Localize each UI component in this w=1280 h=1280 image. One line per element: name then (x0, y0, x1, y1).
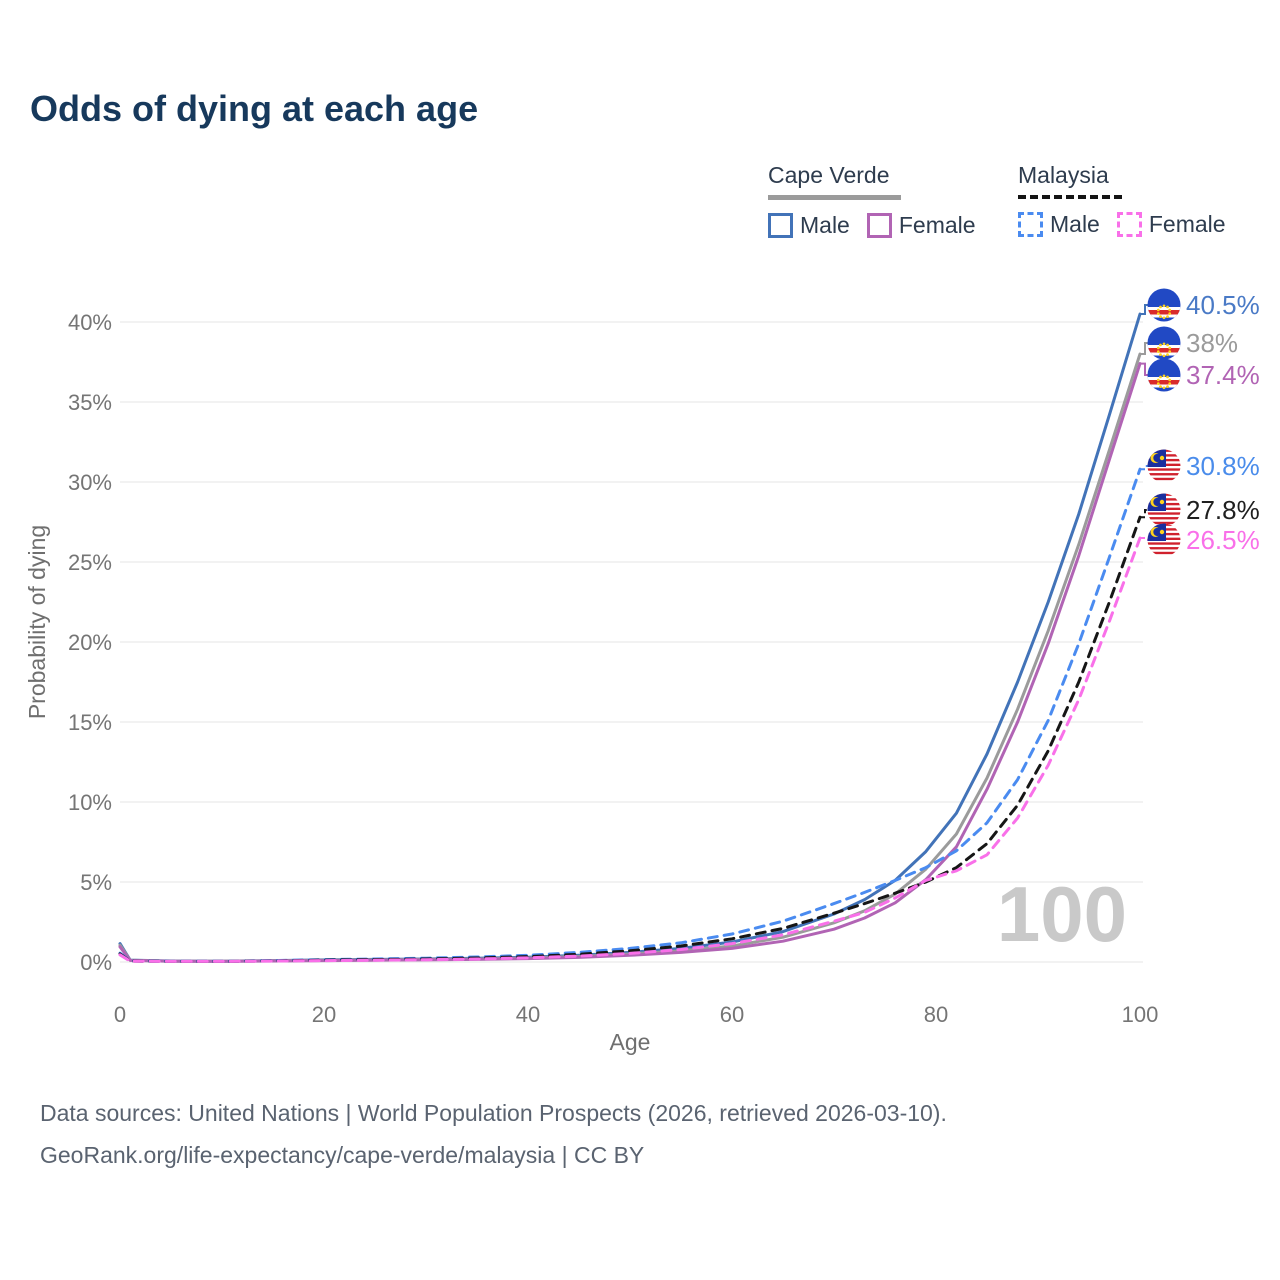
y-tick-label: 20% (68, 630, 112, 655)
malaysia-female-swatch-icon (1116, 212, 1142, 237)
end-value-label-cape-verde-female: 37.4% (1186, 360, 1260, 390)
series-line-malaysia-male (118, 467, 1142, 963)
label-leader-line (1140, 537, 1148, 541)
y-tick-label: 40% (68, 310, 112, 335)
data-sources-text: Data sources: United Nations | World Pop… (40, 1100, 947, 1126)
label-leader-line (1140, 342, 1148, 355)
malaysia-flag-icon (1147, 493, 1181, 527)
series-line-malaysia-both-sexes (118, 515, 1142, 963)
y-tick-label: 0% (80, 950, 112, 975)
attribution-text: GeoRank.org/life-expectancy/cape-verde/m… (40, 1142, 645, 1168)
end-value-label-cape-verde-both-sexes: 38% (1186, 328, 1238, 358)
label-leader-line (1140, 465, 1148, 471)
end-value-label-malaysia-male: 30.8% (1186, 451, 1260, 481)
series-line-cape-verde-both-sexes (118, 352, 1142, 963)
end-value-label-malaysia-both-sexes: 27.8% (1186, 495, 1260, 525)
x-tick-label: 0 (114, 1002, 126, 1027)
x-axis-title: Age (610, 1029, 651, 1055)
malaysia-male-swatch-icon (1018, 212, 1043, 237)
y-tick-label: 35% (68, 390, 112, 415)
legend-items-cape-verde: Male Female (768, 212, 976, 239)
legend-group-cape-verde: Cape Verde Male Female (768, 162, 976, 239)
watermark-age-label: 100 (997, 870, 1127, 958)
legend-group-title-malaysia: Malaysia (1018, 162, 1109, 188)
legend-group-malaysia: Malaysia Male Female (1018, 162, 1226, 238)
legend-items-malaysia: Male Female (1018, 211, 1226, 238)
y-tick-label: 30% (68, 470, 112, 495)
y-tick-label: 5% (80, 870, 112, 895)
legend-item-cape-verde-male: Male (768, 212, 850, 239)
legend-item-malaysia-male: Male (1018, 211, 1100, 238)
series-line-cape-verde-female (118, 362, 1142, 963)
cape-verde-female-swatch-icon (866, 213, 892, 238)
y-axis-title: Probability of dying (24, 525, 50, 719)
malaysia-linestyle-swatch (1018, 195, 1122, 199)
x-tick-label: 100 (1122, 1002, 1159, 1027)
x-tick-label: 80 (924, 1002, 948, 1027)
legend-item-label: Male (800, 212, 850, 238)
cape-verde-linestyle-swatch (768, 195, 901, 200)
malaysia-flag-icon (1147, 449, 1181, 483)
legend-item-cape-verde-female: Female (866, 212, 976, 239)
series-line-malaysia-female (118, 536, 1142, 963)
y-tick-label: 15% (68, 710, 112, 735)
cape-verde-flag-icon (1147, 358, 1181, 392)
malaysia-flag-icon (1147, 523, 1181, 557)
cape-verde-flag-icon (1147, 326, 1181, 360)
y-tick-label: 10% (68, 790, 112, 815)
y-tick-label: 25% (68, 550, 112, 575)
x-tick-label: 40 (516, 1002, 540, 1027)
legend-item-malaysia-female: Female (1116, 211, 1226, 238)
x-tick-label: 60 (720, 1002, 744, 1027)
end-value-label-malaysia-female: 26.5% (1186, 525, 1260, 555)
legend-item-label: Female (898, 212, 976, 238)
page-title: Odds of dying at each age (30, 88, 479, 129)
label-leader-line (1140, 304, 1148, 315)
label-leader-line (1140, 509, 1148, 519)
x-tick-label: 20 (312, 1002, 336, 1027)
legend-item-label: Male (1050, 211, 1100, 237)
label-leader-line (1140, 362, 1148, 376)
cape-verde-male-swatch-icon (768, 213, 793, 238)
legend-group-title-cape-verde: Cape Verde (768, 162, 890, 188)
cape-verde-flag-icon (1147, 288, 1181, 322)
end-value-label-cape-verde-male: 40.5% (1186, 290, 1260, 320)
legend-item-label: Female (1148, 211, 1226, 237)
series-line-cape-verde-male (118, 312, 1142, 963)
